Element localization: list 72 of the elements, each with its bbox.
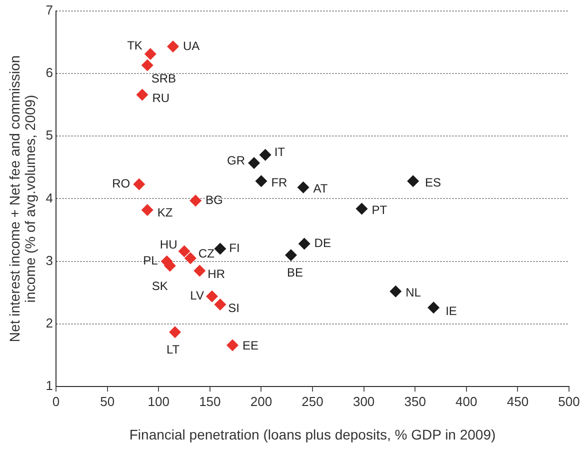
annotation: CZ [198, 246, 214, 261]
annotation: LV [190, 288, 204, 303]
annotation: GR [227, 153, 246, 168]
point [206, 290, 218, 302]
point [133, 178, 146, 190]
annotation: IT [274, 145, 286, 160]
annotation: FR [271, 175, 288, 190]
x-tick-label: 150 [199, 394, 221, 409]
annotation: KZ [157, 205, 173, 220]
point [259, 148, 272, 161]
y-tick-label: 1 [46, 378, 54, 394]
annotation: BG [206, 192, 223, 207]
annotation: HR [208, 267, 226, 282]
x-tick-label: 500 [558, 394, 580, 409]
annotation: IE [446, 304, 457, 318]
x-tick-label: 50 [100, 394, 115, 409]
annotation: SI [228, 300, 240, 315]
point [184, 252, 196, 264]
point [248, 157, 260, 169]
y-tick-label: 7 [46, 2, 54, 18]
point [166, 40, 179, 52]
point [141, 204, 154, 216]
point [214, 298, 226, 311]
x-tick-label: 300 [352, 394, 375, 409]
annotation: PT [372, 203, 388, 218]
x-tick-label: 200 [250, 394, 272, 409]
y-tick-label: 6 [46, 65, 54, 80]
y-tick-label: 4 [46, 190, 54, 206]
annotation: AT [313, 182, 328, 196]
annotation: LT [166, 342, 180, 356]
annotation: PL [143, 254, 158, 268]
point [356, 202, 368, 215]
annotation: SK [152, 279, 168, 294]
point [284, 249, 297, 262]
annotation: DE [314, 236, 331, 250]
point [169, 326, 182, 338]
annotation: TK [127, 38, 142, 52]
y-tick-label: 3 [46, 252, 54, 268]
point [407, 175, 420, 188]
point [226, 339, 238, 352]
annotation: FI [229, 241, 240, 256]
x-tick-label: 250 [302, 394, 324, 409]
x-tick-label: 350 [404, 394, 426, 409]
annotation: HU [160, 238, 178, 252]
point [255, 175, 268, 188]
annotation: ES [425, 175, 442, 190]
point [194, 264, 206, 277]
point [428, 302, 440, 314]
annotation: BE [286, 265, 303, 280]
point [297, 181, 310, 194]
point [178, 245, 190, 258]
annotation: SRB [151, 72, 176, 86]
x-tick-label: 450 [506, 394, 529, 409]
point [190, 194, 202, 207]
annotation: NL [406, 286, 422, 300]
y-axis-title: Net interest income + Net fee and commission income (% of avg.volumes, 2009) [6, 55, 38, 342]
annotation: UA [182, 38, 200, 53]
point [298, 238, 310, 250]
x-tick-label: 100 [148, 394, 170, 409]
annotation: RU [152, 91, 170, 106]
x-tick-label: 0 [52, 394, 60, 409]
y-tick-label: 5 [46, 128, 54, 143]
point [141, 59, 154, 72]
point [390, 285, 402, 298]
y-tick-label: 2 [46, 316, 54, 331]
point [136, 88, 148, 101]
x-axis-title: Financial penetration (loans plus deposits, % GDP in 2009) [129, 426, 496, 442]
annotation: EE [242, 338, 259, 353]
annotation: RO [112, 176, 130, 191]
point [144, 48, 156, 60]
point [214, 242, 226, 255]
x-tick-label: 400 [456, 394, 478, 409]
